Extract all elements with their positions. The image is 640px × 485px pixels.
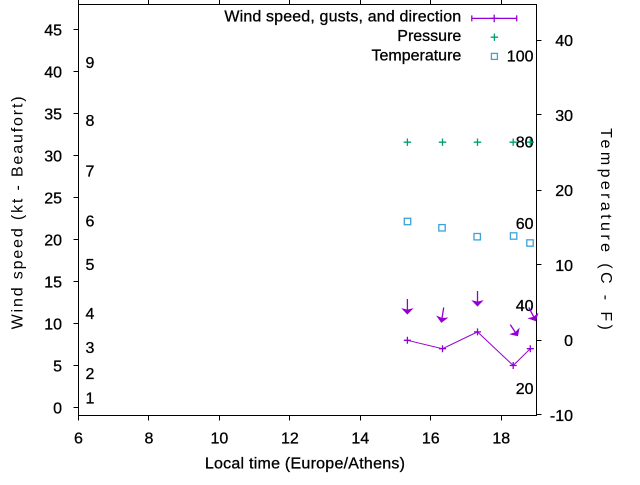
svg-text:7: 7 [86,163,95,180]
svg-text:Pressure: Pressure [397,28,461,45]
svg-text:40: 40 [44,64,62,81]
svg-text:60: 60 [516,216,534,233]
svg-text:10: 10 [211,430,229,447]
svg-text:8: 8 [86,113,95,130]
svg-text:Temperature: Temperature [371,47,461,64]
svg-text:18: 18 [492,430,510,447]
svg-text:16: 16 [422,430,440,447]
svg-text:1: 1 [86,390,95,407]
svg-text:12: 12 [281,430,299,447]
svg-text:40: 40 [516,298,534,315]
svg-text:0: 0 [564,333,573,350]
svg-text:25: 25 [44,190,62,207]
svg-text:3: 3 [86,340,95,357]
svg-text:6: 6 [86,214,95,231]
svg-text:30: 30 [44,148,62,165]
svg-text:20: 20 [555,183,573,200]
svg-text:20: 20 [44,232,62,249]
svg-text:100: 100 [507,48,534,65]
svg-text:Temperature (C - F): Temperature (C - F) [597,128,614,333]
svg-text:10: 10 [44,316,62,333]
svg-text:Wind speed (kt - Beaufort): Wind speed (kt - Beaufort) [9,95,26,330]
svg-text:Wind speed, gusts, and directi: Wind speed, gusts, and direction [224,8,461,25]
svg-text:10: 10 [555,258,573,275]
svg-text:40: 40 [555,33,573,50]
svg-text:Local time (Europe/Athens): Local time (Europe/Athens) [205,456,405,473]
svg-text:9: 9 [86,55,95,72]
svg-text:4: 4 [86,306,95,323]
svg-text:0: 0 [53,400,62,417]
svg-text:35: 35 [44,106,62,123]
svg-text:-10: -10 [550,408,573,425]
svg-text:15: 15 [44,274,62,291]
svg-text:8: 8 [145,430,154,447]
svg-text:45: 45 [44,22,62,39]
svg-text:6: 6 [74,430,83,447]
svg-text:30: 30 [555,108,573,125]
svg-text:5: 5 [53,358,62,375]
svg-text:2: 2 [86,366,95,383]
svg-text:80: 80 [516,134,534,151]
svg-text:5: 5 [86,257,95,274]
svg-text:14: 14 [351,430,369,447]
svg-text:20: 20 [516,381,534,398]
